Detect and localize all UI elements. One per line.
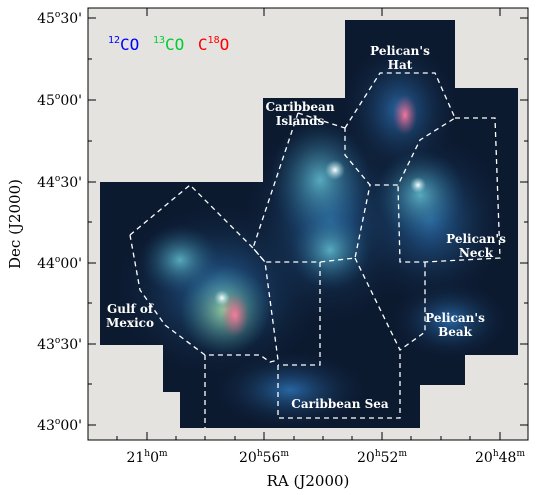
y-tick-label: 44o30' — [37, 174, 82, 191]
x-axis-title: RA (J2000) — [267, 472, 350, 490]
label-caribbean-islands: Caribbean Islands — [265, 100, 334, 128]
boundary-beak — [354, 257, 426, 351]
label-gulf-of-mexico: Gulf of Mexico — [106, 302, 154, 330]
y-tick-label: 43o00' — [37, 417, 82, 434]
boundary-caribbean-west — [252, 112, 371, 263]
region-labels: Pelican's Hat Caribbean Islands Pelican's N… — [106, 44, 506, 411]
legend-c18o: O — [220, 35, 230, 54]
y-tick-label: 45o30' — [37, 10, 82, 27]
boundary-pelicans-hat — [344, 72, 456, 186]
legend-c18o-sup: 18 — [208, 35, 220, 46]
x-tick-label: 20h48m — [475, 449, 525, 466]
region-boundaries — [129, 72, 501, 428]
boundary-sea-box — [277, 350, 401, 419]
x-tick-label: 21h0m — [126, 449, 168, 466]
legend-13co-sup: 13 — [153, 35, 165, 46]
y-tick-label: 45o00' — [37, 92, 82, 109]
boundary-neck — [397, 117, 501, 263]
legend: 12CO 13CO C18O — [108, 35, 229, 54]
y-axis-title: Dec (J2000) — [6, 179, 24, 269]
legend-c18o-prefix: C — [198, 35, 208, 54]
legend-12co-sup: 12 — [108, 35, 120, 46]
x-tick-label: 20h56m — [239, 449, 289, 466]
legend-13co: CO — [165, 35, 184, 54]
label-pelicans-hat: Pelican's Hat — [370, 44, 430, 72]
legend-12co: CO — [120, 35, 139, 54]
axis-ticks — [88, 8, 528, 440]
x-tick-labels: 21h0m 20h56m 20h52m 20h48m — [126, 449, 525, 466]
boundary-gulf — [129, 184, 279, 363]
label-pelicans-neck: Pelican's Neck — [446, 232, 506, 260]
x-tick-label: 20h52m — [357, 449, 407, 466]
label-pelicans-beak: Pelican's Beak — [425, 311, 485, 339]
boundary-central — [278, 262, 321, 366]
y-tick-labels: 45o30' 45o00' 44o30' 44o00' 43o30' 43o00… — [37, 10, 82, 434]
y-tick-label: 43o30' — [37, 336, 82, 353]
y-tick-label: 44o00' — [37, 255, 82, 272]
label-caribbean-sea: Caribbean Sea — [291, 397, 389, 411]
